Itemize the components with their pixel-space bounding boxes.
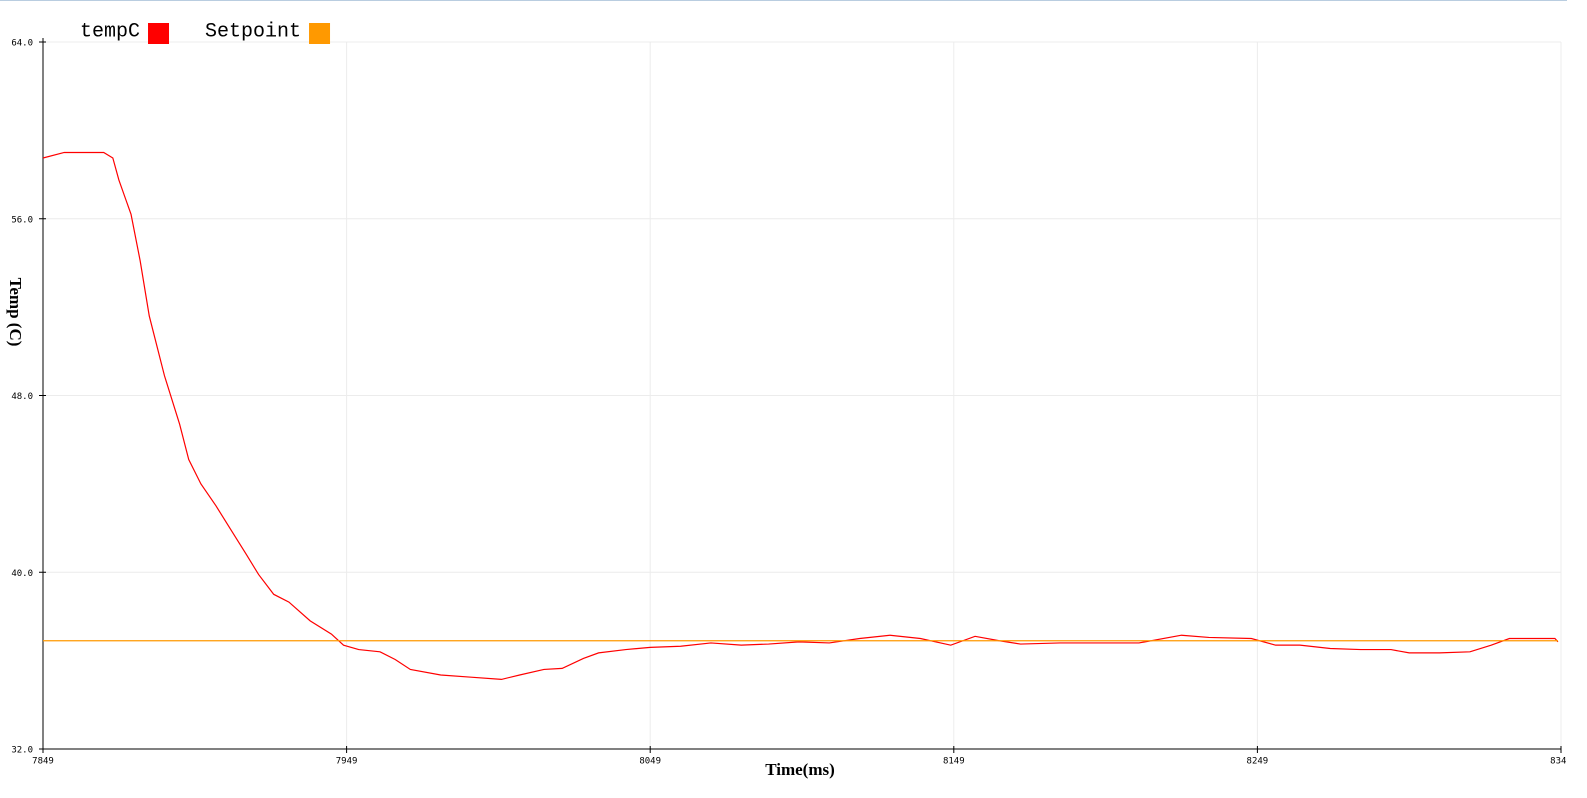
y-tick-label: 48.0 [11,392,33,402]
x-tick-label: 8149 [943,757,965,767]
legend-label: tempC [80,20,140,43]
y-tick-label: 40.0 [11,569,33,579]
x-axis-title: Time(ms) [765,760,835,779]
legend-label: Setpoint [205,20,301,43]
y-tick-label: 64.0 [11,39,33,49]
series-line [42,151,1559,681]
x-tick-label: 8049 [639,757,661,767]
y-axis-title: Temp (C) [6,278,25,347]
legend-swatch [309,23,331,44]
y-tick-label: 32.0 [11,746,33,756]
x-tick-label: 7949 [336,757,358,767]
legend-swatch [148,23,170,44]
x-tick-label: 8349 [1550,757,1567,767]
x-tick-label: 7849 [32,757,54,767]
y-tick-label: 56.0 [11,215,33,225]
x-tick-label: 8249 [1247,757,1269,767]
